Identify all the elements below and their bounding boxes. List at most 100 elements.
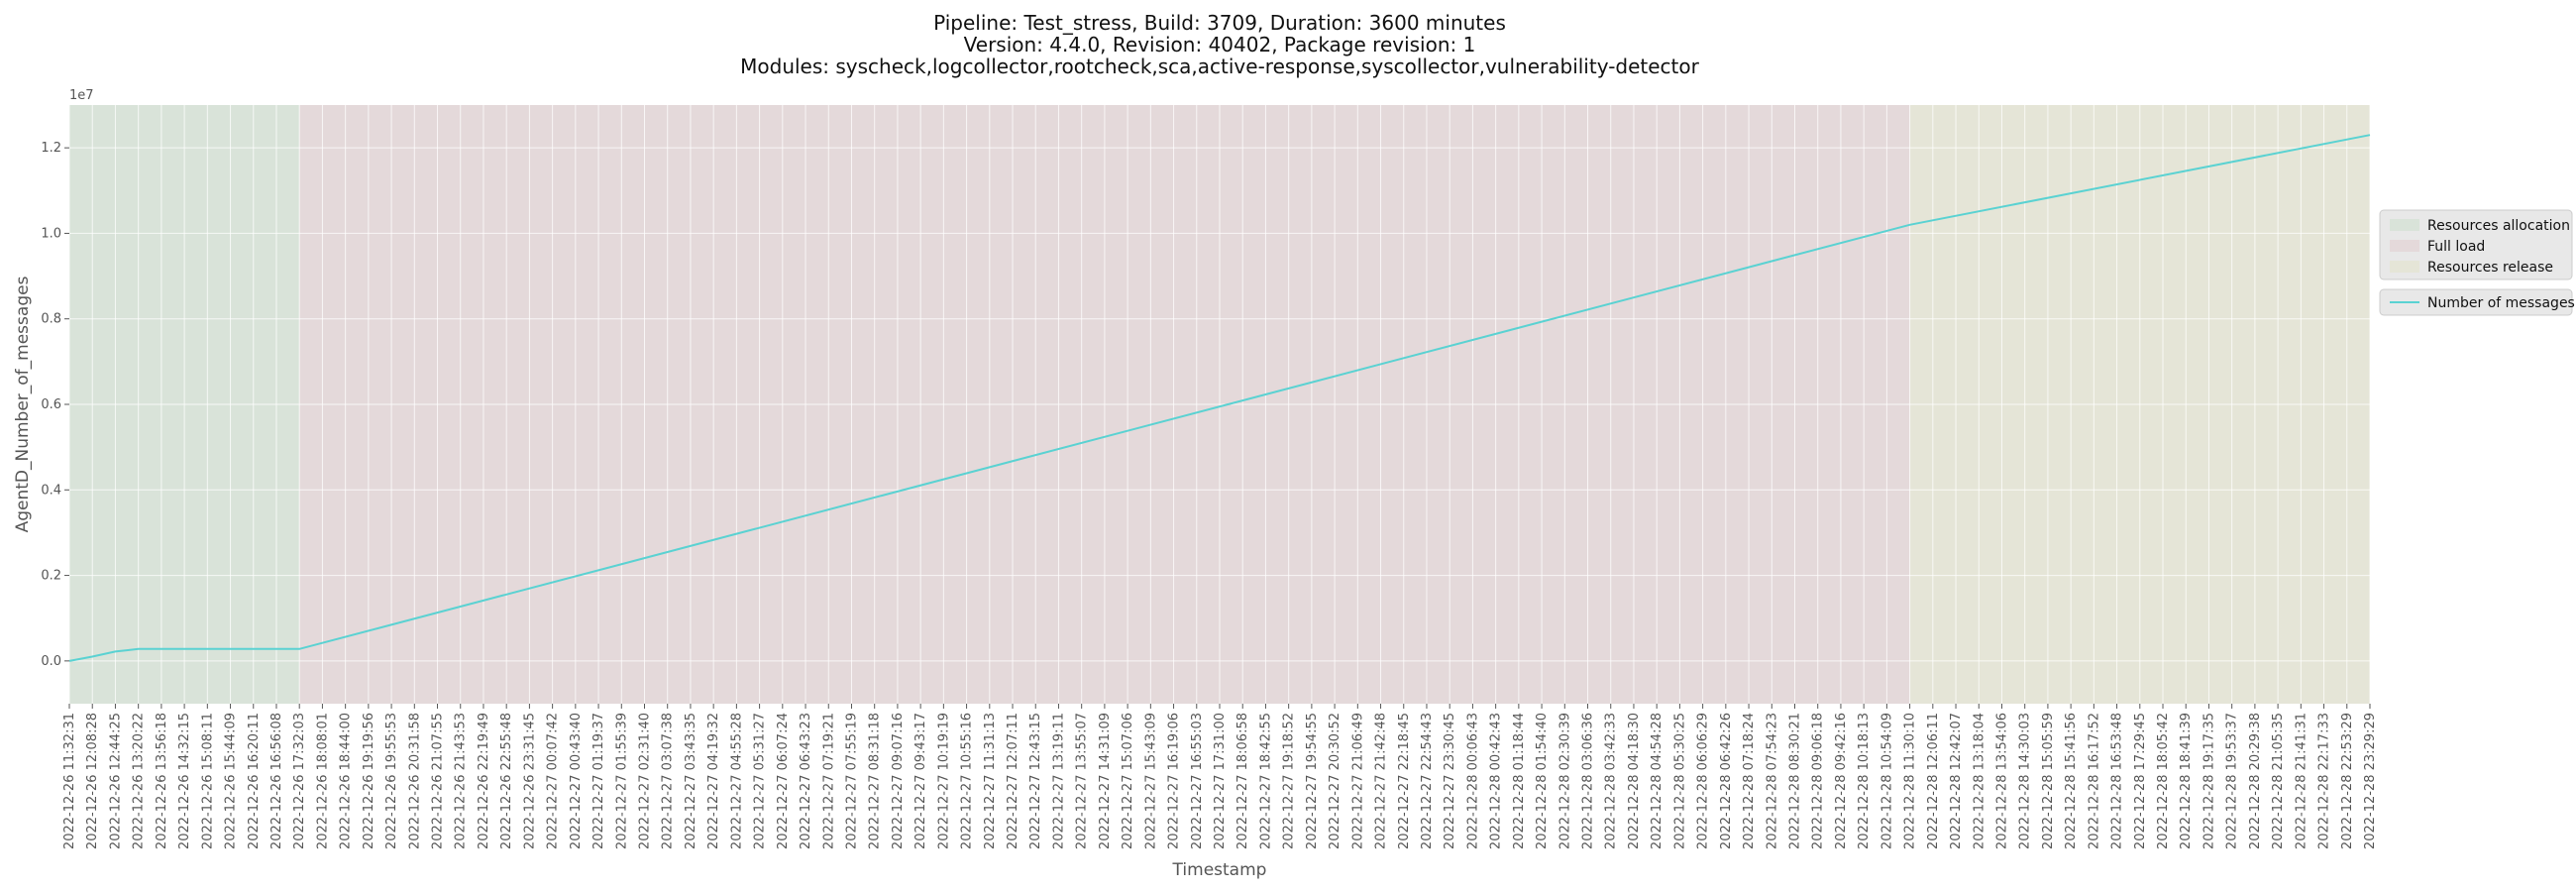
x-tick-label: 2022-12-28 15:41:56 (2064, 713, 2079, 849)
x-tick-label: 2022-12-28 12:42:07 (1949, 713, 1964, 849)
legend-box (2379, 288, 2573, 316)
chart-title-line: Modules: syscheck,logcollector,rootcheck… (740, 55, 1700, 78)
x-tick-label: 2022-12-28 13:18:04 (1972, 713, 1986, 849)
x-tick-label: 2022-12-28 22:53:29 (2340, 713, 2355, 849)
x-tick-label: 2022-12-26 12:44:25 (108, 713, 123, 849)
y-tick-label: 0.6 (41, 397, 61, 412)
legend-entry: Resources allocation (2427, 218, 2570, 234)
x-tick-label: 2022-12-27 01:19:37 (591, 713, 606, 849)
x-tick-label: 2022-12-26 15:44:09 (224, 713, 239, 849)
x-tick-label: 2022-12-28 05:30:25 (1672, 713, 1687, 849)
x-tick-label: 2022-12-27 07:19:21 (821, 713, 836, 849)
x-tick-label: 2022-12-27 15:43:09 (1143, 713, 1158, 849)
legend-swatch (2390, 261, 2419, 273)
x-tick-label: 2022-12-28 07:18:24 (1742, 713, 1757, 849)
x-tick-label: 2022-12-27 10:19:19 (936, 713, 951, 849)
x-tick-label: 2022-12-27 13:55:07 (1075, 713, 1090, 849)
x-tick-label: 2022-12-28 21:41:31 (2294, 713, 2308, 849)
legend-box (2379, 209, 2573, 280)
x-tick-label: 2022-12-28 18:41:39 (2179, 713, 2194, 849)
y-tick-label: 0.0 (41, 654, 61, 669)
x-tick-label: 2022-12-27 13:19:11 (1052, 713, 1067, 849)
legend-entry: Full load (2427, 239, 2485, 255)
x-tick-label: 2022-12-26 13:56:18 (155, 713, 169, 849)
x-tick-label: 2022-12-26 17:32:03 (292, 713, 307, 849)
x-tick-label: 2022-12-27 21:06:49 (1350, 713, 1365, 849)
x-tick-label: 2022-12-28 13:54:06 (1995, 713, 2010, 849)
x-tick-label: 2022-12-27 12:43:15 (1028, 713, 1043, 849)
y-axis: 0.0 0.2 0.4 0.6 0.8 1.0 1.2 (41, 141, 69, 669)
x-tick-label: 2022-12-28 16:53:48 (2110, 713, 2125, 849)
x-tick-label: 2022-12-28 18:05:42 (2156, 713, 2171, 849)
y-tick-label: 0.2 (41, 569, 61, 584)
x-tick-label: 2022-12-28 11:30:10 (1903, 713, 1918, 849)
x-tick-label: 2022-12-26 13:20:22 (132, 713, 147, 849)
y-tick-label: 0.8 (41, 312, 61, 327)
series-lines (68, 134, 2371, 662)
x-tick-label: 2022-12-27 18:42:55 (1258, 713, 1273, 849)
x-tick-label: 2022-12-28 06:06:29 (1696, 713, 1711, 849)
x-tick-label: 2022-12-28 21:05:35 (2271, 713, 2286, 849)
x-tick-label: 2022-12-28 20:29:38 (2248, 713, 2263, 849)
legend-entry: Resources release (2427, 260, 2553, 276)
x-tick-label: 2022-12-28 14:30:03 (2018, 713, 2033, 849)
x-tick-label: 2022-12-26 14:32:15 (177, 713, 192, 849)
x-tick-label: 2022-12-27 11:31:13 (983, 713, 998, 849)
x-tick-label: 2022-12-26 12:08:28 (85, 713, 100, 849)
x-tick-label: 2022-12-27 07:55:19 (845, 713, 860, 849)
x-tick-label: 2022-12-27 03:43:35 (684, 713, 698, 849)
x-tick-label: 2022-12-27 04:55:28 (729, 713, 744, 849)
x-tick-label: 2022-12-28 23:29:29 (2363, 713, 2378, 849)
x-tick-label: 2022-12-26 22:19:49 (477, 713, 491, 849)
x-tick-label: 2022-12-27 10:55:16 (960, 713, 975, 849)
legend-entry: Number of messages (2427, 295, 2575, 311)
x-tick-label: 2022-12-28 12:06:11 (1926, 713, 1941, 849)
x-tick-label: 2022-12-27 04:19:32 (706, 713, 721, 849)
x-tick-label: 2022-12-27 09:43:17 (913, 713, 928, 849)
x-axis: 2022-12-26 11:32:31 2022-12-26 12:08:28 20… (62, 704, 2378, 849)
x-tick-label: 2022-12-26 11:32:31 (62, 713, 77, 849)
y-tick-label: 0.4 (41, 483, 61, 498)
legend-swatch (2390, 219, 2419, 231)
x-tick-label: 2022-12-28 15:05:59 (2041, 713, 2056, 849)
x-tick-label: 2022-12-26 16:20:11 (247, 713, 262, 849)
grid (68, 105, 2371, 704)
x-tick-label: 2022-12-27 06:07:24 (776, 713, 791, 849)
x-tick-label: 2022-12-27 21:42:48 (1374, 713, 1389, 849)
x-tick-label: 2022-12-27 14:31:09 (1098, 713, 1113, 849)
x-tick-label: 2022-12-27 19:54:55 (1305, 713, 1320, 849)
x-tick-label: 2022-12-26 22:55:48 (499, 713, 514, 849)
legend-swatch (2390, 240, 2419, 252)
y-axis-label: AgentD_Number_of_messages (13, 276, 33, 532)
x-tick-label: 2022-12-27 05:31:27 (753, 713, 768, 849)
x-tick-label: 2022-12-27 02:31:40 (638, 713, 653, 849)
x-tick-label: 2022-12-28 10:54:09 (1879, 713, 1894, 849)
x-tick-label: 2022-12-28 17:29:45 (2133, 713, 2148, 849)
x-tick-label: 2022-12-28 06:42:26 (1719, 713, 1734, 849)
x-tick-label: 2022-12-27 15:07:06 (1121, 713, 1135, 849)
chart-title-line: Version: 4.4.0, Revision: 40402, Package… (964, 33, 1476, 56)
x-tick-label: 2022-12-27 19:18:52 (1282, 713, 1297, 849)
x-tick-label: 2022-12-28 00:06:43 (1465, 713, 1480, 849)
x-tick-label: 2022-12-28 09:06:18 (1811, 713, 1826, 849)
x-tick-label: 2022-12-28 01:54:40 (1535, 713, 1550, 849)
x-tick-label: 2022-12-27 16:19:06 (1167, 713, 1182, 849)
x-tick-label: 2022-12-27 08:31:18 (868, 713, 883, 849)
x-tick-label: 2022-12-28 07:54:23 (1765, 713, 1779, 849)
x-tick-label: 2022-12-27 20:30:52 (1328, 713, 1342, 849)
chart-title: Pipeline: Test_stress, Build: 3709, Dura… (740, 11, 1700, 78)
x-axis-label: Timestamp (1172, 860, 1267, 880)
x-tick-label: 2022-12-27 17:31:00 (1213, 713, 1228, 849)
x-tick-label: 2022-12-27 03:07:38 (661, 713, 676, 849)
x-tick-label: 2022-12-28 10:18:13 (1857, 713, 1872, 849)
x-tick-label: 2022-12-27 00:43:40 (569, 713, 584, 849)
x-tick-label: 2022-12-26 16:56:08 (269, 713, 284, 849)
x-tick-label: 2022-12-28 04:18:30 (1627, 713, 1642, 849)
x-tick-label: 2022-12-28 08:30:21 (1788, 713, 1803, 849)
x-tick-label: 2022-12-26 23:31:45 (522, 713, 537, 849)
y-offset-label: 1e7 (69, 88, 94, 103)
x-tick-label: 2022-12-27 18:06:58 (1235, 713, 1250, 849)
x-tick-label: 2022-12-28 09:42:16 (1834, 713, 1849, 849)
x-tick-label: 2022-12-26 19:55:53 (384, 713, 399, 849)
x-tick-label: 2022-12-26 21:07:55 (431, 713, 446, 849)
